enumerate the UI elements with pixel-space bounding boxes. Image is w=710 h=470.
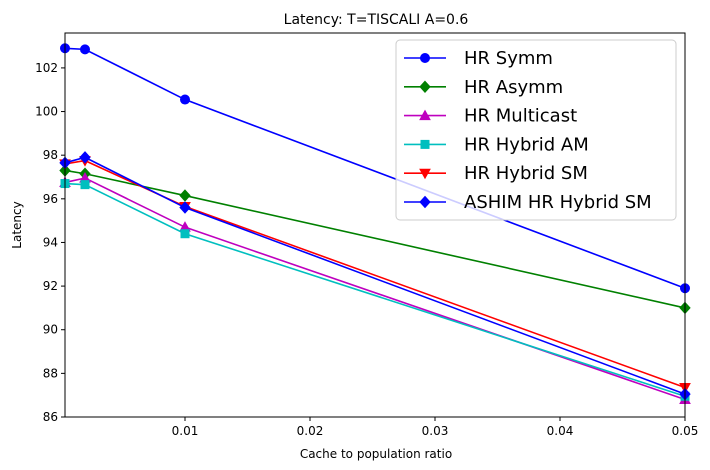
x-tick-label: 0.01 [172, 424, 199, 438]
series-line [64, 182, 686, 398]
legend-label: HR Multicast [464, 106, 577, 127]
x-tick-label: 0.02 [297, 424, 324, 438]
series-line [64, 169, 686, 309]
legend-label: HR Asymm [464, 77, 563, 98]
legend-marker [419, 168, 431, 180]
y-tick-label: 94 [43, 235, 58, 249]
chart-title: Latency: T=TISCALI A=0.6 [284, 12, 469, 28]
legend-label: ASHIM HR Hybrid SM [464, 192, 652, 213]
legend-label: HR Hybrid SM [464, 163, 588, 184]
x-tick-label: 0.03 [422, 424, 449, 438]
legend-box [395, 39, 677, 221]
y-tick-label: 90 [43, 323, 58, 337]
legend-marker [419, 109, 431, 121]
legend-item: ASHIM HR Hybrid SM [404, 192, 652, 213]
series-line [64, 159, 686, 389]
series-line [64, 177, 686, 401]
legend-item: HR Multicast [404, 106, 577, 127]
series-line [64, 156, 686, 395]
y-tick-label: 88 [43, 366, 58, 380]
legend-item: HR Hybrid SM [404, 163, 588, 184]
plot-frame [64, 32, 686, 418]
legend: HR Symm HR Asymm HR Multicast HR Hybrid AM H… [395, 39, 677, 221]
x-axis-label: Cache to population ratio [300, 447, 452, 461]
y-tick-label: 92 [43, 279, 58, 293]
y-tick-label: 98 [43, 148, 58, 162]
legend-item: HR Hybrid AM [404, 134, 589, 155]
data-point [80, 44, 90, 55]
legend-marker [419, 195, 431, 209]
data-point [179, 201, 191, 214]
y-axis-label: Latency [10, 201, 24, 248]
y-tick-label: 102 [35, 61, 58, 75]
y-tick-label: 86 [43, 410, 58, 424]
x-tick-label: 0.04 [547, 424, 574, 438]
legend-marker [419, 80, 431, 94]
x-axis: 0.01 0.02 0.03 0.04 0.05 [172, 417, 699, 438]
data-point [79, 151, 91, 164]
series-2 [59, 164, 691, 315]
data-point [180, 229, 190, 239]
y-axis: 86 88 90 92 94 96 98 100 102 [35, 61, 65, 424]
legend-marker [420, 53, 430, 63]
legend-marker [420, 139, 430, 149]
data-point [80, 180, 90, 190]
legend-item: HR Symm [404, 48, 553, 69]
x-tick-label: 0.05 [672, 424, 699, 438]
data-point [179, 189, 191, 202]
y-tick-label: 96 [43, 192, 58, 206]
legend-label: HR Symm [464, 48, 553, 69]
y-tick-label: 100 [35, 105, 58, 119]
data-point [180, 94, 190, 105]
legend-item: HR Asymm [404, 77, 563, 98]
legend-label: HR Hybrid AM [464, 134, 589, 155]
